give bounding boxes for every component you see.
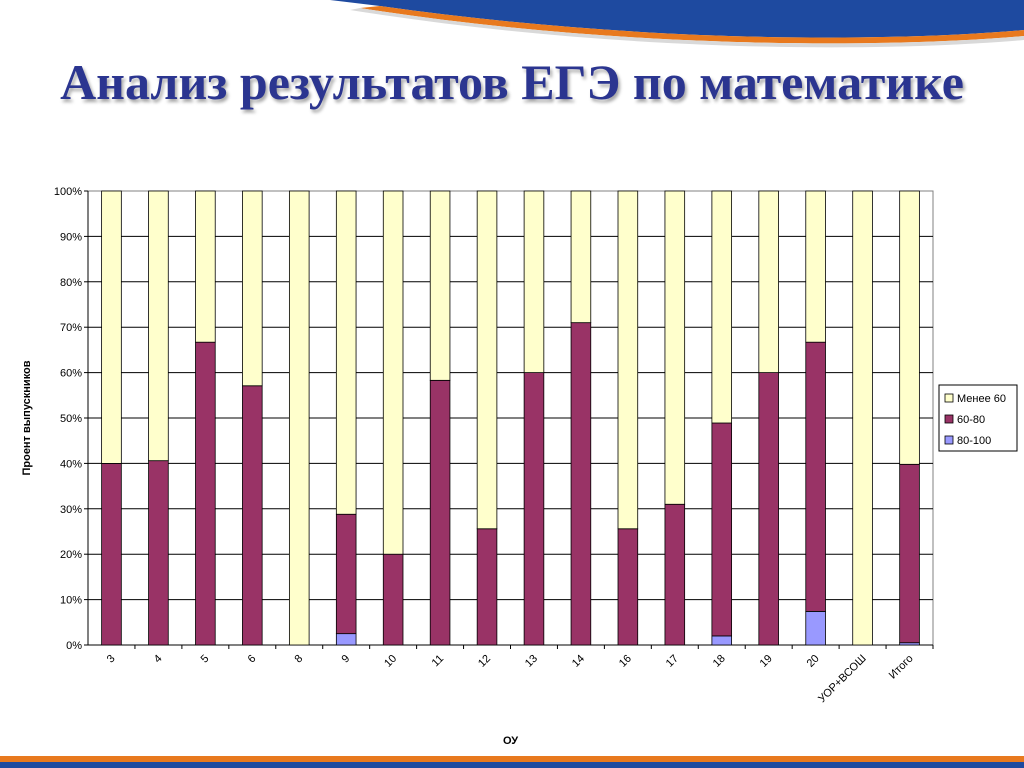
bar-segment-60-80 xyxy=(523,372,545,646)
y-tick-label: 60% xyxy=(60,368,82,380)
bar-segment-60-80 xyxy=(805,341,826,612)
bar-segment-менее-60 xyxy=(382,190,404,555)
x-axis-title: ОУ xyxy=(503,735,518,747)
bar-segment-менее-60 xyxy=(335,190,357,515)
bar-segment-менее-60 xyxy=(570,190,592,324)
x-tick-label: 17 xyxy=(664,653,681,670)
x-tick-label: 12 xyxy=(476,653,493,670)
bar-segment-60-80 xyxy=(335,513,357,635)
header-decoration xyxy=(330,0,1024,48)
bar-segment-80-100 xyxy=(805,611,826,646)
bar-segment-60-80 xyxy=(101,462,122,646)
bar-segment-менее-60 xyxy=(429,190,451,381)
bar-segment-менее-60 xyxy=(617,190,639,530)
bar-segment-60-80 xyxy=(899,463,920,644)
y-tick-label: 70% xyxy=(60,322,82,334)
legend-label: 60-80 xyxy=(957,414,985,426)
bar-segment-60-80 xyxy=(148,460,169,646)
x-tick-label: 13 xyxy=(523,653,540,670)
bar-segment-60-80 xyxy=(617,528,639,646)
y-tick-label: 30% xyxy=(60,504,82,516)
legend-label: Менее 60 xyxy=(957,393,1006,405)
bar-segment-менее-60 xyxy=(476,190,498,530)
x-tick-label: 18 xyxy=(711,653,728,670)
bar-segment-60-80 xyxy=(242,385,263,646)
y-tick-label: 40% xyxy=(60,458,82,470)
y-tick-label: 80% xyxy=(60,277,82,289)
x-tick-label: 14 xyxy=(570,653,587,670)
bar-segment-менее-60 xyxy=(242,190,263,387)
bar-segment-менее-60 xyxy=(288,190,310,646)
x-tick-label: 4 xyxy=(152,653,165,666)
bar-segment-60-80 xyxy=(664,503,686,646)
bar-segment-80-100 xyxy=(335,633,357,646)
bar-segment-менее-60 xyxy=(852,190,873,646)
y-tick-label: 50% xyxy=(60,413,82,425)
x-tick-label: 20 xyxy=(805,653,822,670)
x-tick-label: 10 xyxy=(382,653,399,670)
x-tick-label: УОР+ВСОШ xyxy=(816,653,869,706)
x-tick-label: 19 xyxy=(758,653,775,670)
x-tick-label: 8 xyxy=(293,653,306,666)
bar-segment-менее-60 xyxy=(148,190,169,462)
legend-swatch xyxy=(944,414,954,424)
x-tick-label: Итого xyxy=(887,653,916,682)
y-tick-label: 10% xyxy=(60,595,82,607)
legend-swatch xyxy=(944,393,954,403)
bar-segment-60-80 xyxy=(195,341,216,646)
y-tick-label: 20% xyxy=(60,549,82,561)
x-tick-label: 6 xyxy=(246,653,259,666)
bar-segment-60-80 xyxy=(476,528,498,646)
bar-segment-менее-60 xyxy=(899,190,920,465)
x-tick-label: 11 xyxy=(430,653,447,670)
y-tick-label: 0% xyxy=(66,640,82,652)
page-title: Анализ результатов ЕГЭ по математике xyxy=(60,54,964,110)
bar-segment-менее-60 xyxy=(664,190,686,505)
bar-segment-60-80 xyxy=(570,322,592,646)
legend-label: 80-100 xyxy=(957,435,991,447)
bar-segment-менее-60 xyxy=(711,190,733,424)
x-tick-label: 16 xyxy=(617,653,634,670)
footer-decoration xyxy=(0,756,1024,768)
y-tick-label: 90% xyxy=(60,231,82,243)
x-tick-label: 5 xyxy=(199,653,212,666)
bar-segment-80-100 xyxy=(711,635,733,646)
bar-segment-60-80 xyxy=(382,553,404,646)
bar-segment-менее-60 xyxy=(758,190,779,374)
bar-segment-менее-60 xyxy=(101,190,122,464)
bar-segment-менее-60 xyxy=(805,190,826,343)
bar-segment-60-80 xyxy=(429,379,451,646)
x-tick-label: 9 xyxy=(339,653,352,666)
x-tick-label: 3 xyxy=(105,653,118,666)
bar-segment-60-80 xyxy=(711,422,733,637)
bar-segment-менее-60 xyxy=(523,190,545,374)
bar-segment-менее-60 xyxy=(195,190,216,343)
y-tick-label: 100% xyxy=(54,186,82,198)
y-axis-title: Проент выпускников xyxy=(21,360,33,475)
legend-swatch xyxy=(944,435,954,445)
bar-segment-60-80 xyxy=(758,372,779,646)
